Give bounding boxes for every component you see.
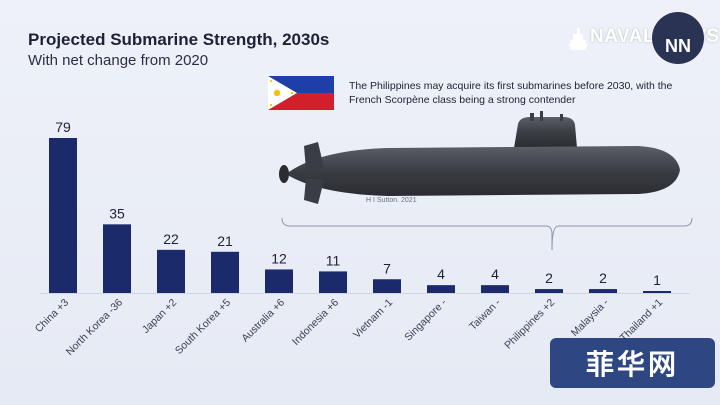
bar-value-label: 11	[326, 252, 341, 268]
bar-value-label: 35	[109, 205, 125, 221]
category-label: Indonesia +6	[290, 297, 341, 348]
category-label: Malaysia -	[569, 296, 612, 339]
bar-3	[211, 251, 239, 293]
bar-value-label: 4	[491, 266, 499, 282]
bar-value-label: 79	[55, 119, 71, 135]
annotation-text: The Philippines may acquire its first su…	[349, 80, 673, 106]
bar-7	[427, 285, 455, 293]
chart-subtitle: With net change from 2020	[28, 52, 209, 69]
bar-value-label: 22	[163, 231, 179, 247]
category-label: China +3	[33, 297, 72, 336]
bar-value-label: 7	[383, 260, 391, 276]
bar-6	[373, 279, 401, 293]
bar-1	[103, 224, 131, 293]
category-label: Vietnam -1	[351, 297, 395, 341]
bar-value-label: 21	[217, 233, 233, 249]
logo-badge: NN	[652, 12, 704, 64]
bar-0	[49, 138, 77, 293]
chart-title: Projected Submarine Strength, 2030s	[28, 30, 330, 49]
bar-value-label: 12	[271, 250, 287, 266]
category-label: South Korea +5	[173, 297, 233, 357]
illustration-credit: H I Sutton. 2021	[366, 197, 417, 204]
bar-9	[535, 289, 563, 293]
submarine-icon	[279, 111, 693, 251]
category-label: Philippines +2	[502, 297, 557, 352]
bar-4	[265, 269, 293, 293]
category-label: Australia +6	[239, 297, 287, 345]
bar-10	[589, 289, 617, 293]
category-label: Thailand +1	[618, 297, 666, 345]
bar-value-label: 2	[545, 270, 553, 286]
category-label: North Korea -36	[64, 297, 125, 358]
bar-8	[481, 285, 509, 293]
bar-11	[643, 291, 671, 293]
bar-5	[319, 271, 347, 293]
ship-icon	[568, 28, 588, 50]
category-label: Japan +2	[140, 297, 179, 336]
bar-value-label: 1	[653, 272, 661, 288]
philippines-flag-icon	[268, 76, 334, 110]
bar-value-label: 2	[599, 270, 607, 286]
category-label: Singapore -	[402, 296, 449, 343]
bar-value-label: 4	[437, 266, 445, 282]
watermark-logo: 菲华网	[550, 338, 715, 388]
category-label: Taiwan -	[467, 296, 503, 332]
bar-2	[157, 249, 185, 293]
